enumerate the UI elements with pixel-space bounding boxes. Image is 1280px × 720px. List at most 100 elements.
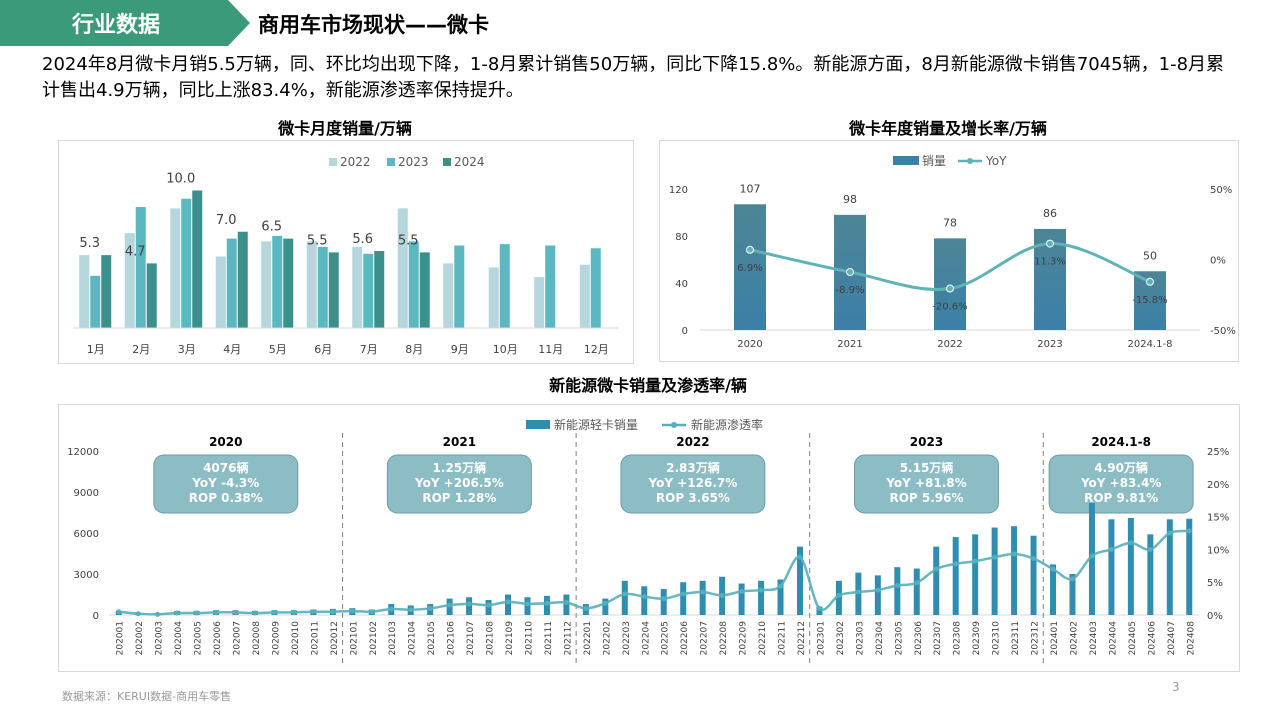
x-tick-202205: 202205 [661, 621, 671, 655]
monthly-chart: 2022 2023 2024 5.3 4.7 10.0 7.0 6.5 5.5 5.6 5.5 1月 2… [73, 155, 619, 356]
x-tick-202406: 202406 [1147, 621, 1157, 656]
penetration-point-202306 [914, 580, 920, 586]
data-label-2024-8月: 5.5 [398, 233, 419, 248]
legend-marker-penetration [671, 422, 677, 428]
legend-swatch-2023 [387, 158, 395, 166]
x-tick-202202: 202202 [602, 621, 612, 655]
annual-chart-panel: 销量 YoY 0 40 80 120 -50% 0% 50% 107 2020 98 2021 78 202… [659, 140, 1239, 362]
x-tick-4月: 4月 [223, 343, 241, 356]
penetration-point-202207 [700, 589, 706, 595]
bar-2022-5月 [261, 241, 272, 328]
y2-tick-15%: 15% [1207, 513, 1229, 524]
penetration-point-202006 [213, 609, 219, 615]
x-tick-202311: 202311 [1011, 621, 1021, 655]
annual-chart: 销量 YoY 0 40 80 120 -50% 0% 50% 107 2020 98 2021 78 202… [669, 154, 1236, 350]
penetration-point-202406 [1147, 546, 1153, 552]
callout-text-2023-2: ROP 5.96% [889, 491, 963, 505]
penetration-point-202201 [583, 605, 589, 611]
year-label-2023: 2023 [910, 435, 943, 449]
yoy-label-2022: -20.6% [932, 302, 967, 313]
x-tick-202305: 202305 [894, 621, 904, 655]
x-tick-202008: 202008 [252, 621, 262, 656]
legend-marker-yoy [967, 158, 973, 164]
bar-nev-202311 [1011, 526, 1018, 615]
penetration-point-202305 [894, 582, 900, 588]
data-label-2024-2月: 4.7 [125, 244, 146, 259]
bar-2022-3月 [170, 208, 181, 328]
penetration-point-202001 [116, 609, 122, 615]
x-tick-2023: 2023 [1037, 339, 1062, 350]
x-tick-202408: 202408 [1186, 621, 1196, 656]
callout-box-2020 [153, 454, 299, 514]
bar-2022-7月 [352, 246, 363, 328]
penetration-point-202408 [1186, 528, 1192, 534]
x-tick-202006: 202006 [213, 621, 223, 656]
yoy-label-2021: -8.9% [835, 285, 864, 296]
y2-tick-0%: 0% [1207, 611, 1223, 622]
bar-nev-202408 [1186, 518, 1193, 615]
callout-text-2021-2: ROP 1.28% [422, 491, 496, 505]
annual-chart-title: 微卡年度销量及增长率/万辆 [849, 119, 1047, 138]
data-label-2024-4月: 7.0 [216, 213, 237, 228]
x-tick-7月: 7月 [360, 343, 378, 356]
x-tick-202301: 202301 [816, 621, 826, 655]
callout-text-2020-1: YoY -4.3% [191, 476, 259, 490]
x-tick-202303: 202303 [855, 621, 865, 655]
bar-nev-202212 [796, 546, 803, 615]
penetration-point-202311 [1011, 551, 1017, 557]
x-tick-202402: 202402 [1069, 621, 1079, 655]
bar-2024-2月 [146, 263, 157, 328]
bar-nev-202204 [641, 586, 648, 615]
bar-2022-4月 [215, 256, 226, 328]
callout-box-2022 [620, 454, 766, 514]
bar-nev-202207 [699, 580, 706, 615]
penetration-point-202007 [233, 609, 239, 615]
x-tick-202304: 202304 [875, 621, 885, 656]
x-tick-2022: 2022 [937, 339, 962, 350]
x-tick-11月: 11月 [538, 343, 563, 356]
penetration-point-202003 [155, 611, 161, 617]
penetration-point-202102 [369, 609, 375, 615]
penetration-line [118, 529, 1190, 616]
section-tag-shape [0, 0, 250, 46]
legend-label-2024: 2024 [454, 155, 485, 169]
x-tick-202307: 202307 [933, 621, 943, 655]
penetration-point-202307 [933, 566, 939, 572]
penetration-point-202208 [719, 592, 725, 598]
bar-nev-202404 [1108, 519, 1115, 615]
penetration-point-202308 [953, 561, 959, 567]
penetration-point-202002 [135, 611, 141, 617]
x-tick-202209: 202209 [739, 621, 749, 656]
yoy-label-2020: 6.9% [737, 263, 762, 274]
penetration-point-202209 [739, 588, 745, 594]
bar-nev-202305 [894, 567, 901, 615]
x-tick-8月: 8月 [405, 343, 423, 356]
summary-text: 2024年8月微卡月销5.5万辆，同、环比均出现下降，1-8月累计销售50万辆，… [42, 54, 1225, 101]
bar-2023-11月 [545, 245, 556, 328]
x-tick-202111: 202111 [544, 621, 554, 655]
callout-box-2024.1-8 [1048, 454, 1194, 514]
bar-2023-4月 [226, 238, 237, 328]
x-tick-202407: 202407 [1167, 621, 1177, 655]
penetration-point-202206 [680, 591, 686, 597]
year-label-2022: 2022 [676, 435, 709, 449]
data-label-sales-2022: 78 [943, 216, 957, 229]
bar-nev-202405 [1127, 517, 1134, 615]
callout-text-2024.1-8-2: ROP 9.81% [1084, 491, 1158, 505]
legend-label-sales: 销量 [922, 154, 946, 168]
x-tick-202105: 202105 [427, 621, 437, 655]
section-tag-text: 行业数据 [72, 13, 161, 38]
x-tick-1月: 1月 [87, 343, 105, 356]
x-tick-202403: 202403 [1089, 621, 1099, 655]
bar-2022-9月 [443, 263, 454, 328]
legend-label-penetration: 新能源渗透率 [691, 417, 763, 432]
data-label-sales-2023: 86 [1043, 207, 1057, 220]
x-tick-202204: 202204 [641, 621, 651, 656]
y-tick-6000: 6000 [74, 529, 99, 540]
penetration-point-202210 [758, 587, 764, 593]
x-tick-202007: 202007 [233, 621, 243, 655]
bar-nev-202205 [660, 589, 667, 615]
nev-chart-title: 新能源微卡销量及渗透率/辆 [549, 376, 747, 395]
bar-nev-202210 [758, 580, 765, 615]
penetration-point-202112 [563, 600, 569, 606]
